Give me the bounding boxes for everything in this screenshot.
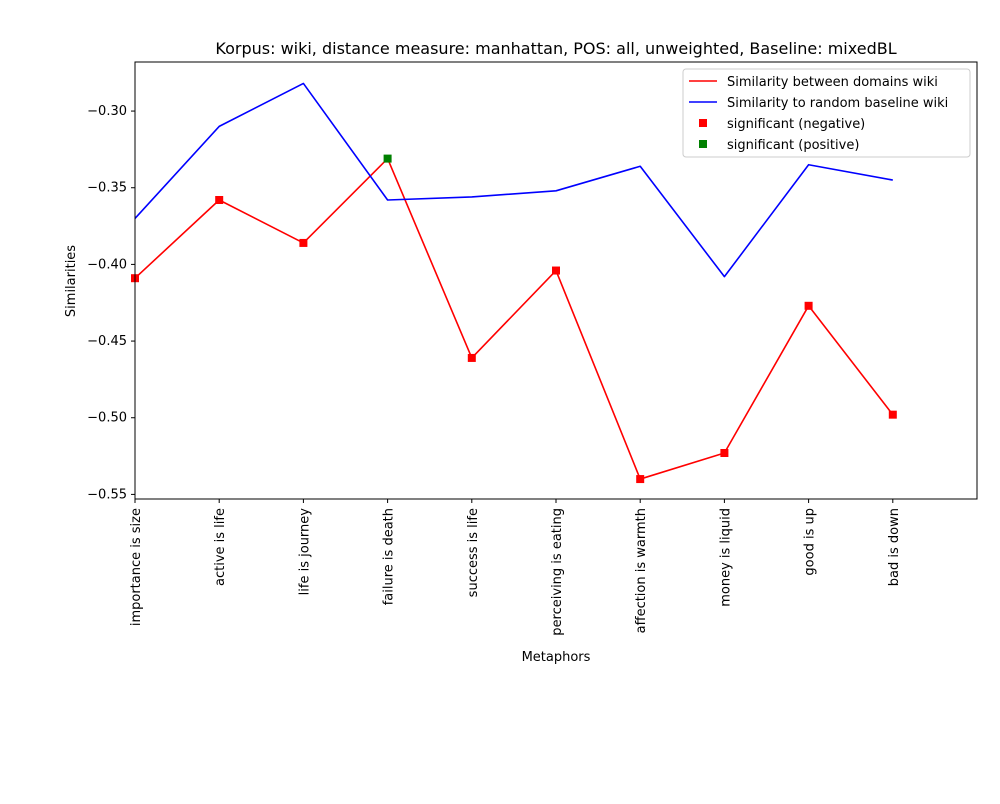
x-tick-label: perceiving is eating <box>550 508 565 636</box>
y-tick-label: −0.40 <box>87 257 127 272</box>
x-tick-label: active is life <box>213 508 228 586</box>
y-tick-label: −0.45 <box>87 334 127 349</box>
series-line-1 <box>134 82 893 278</box>
x-tick-label: importance is size <box>129 508 144 626</box>
x-tick-label: life is journey <box>297 508 312 596</box>
legend-entry-label: Similarity to random baseline wiki <box>727 96 948 111</box>
series-line-0 <box>134 157 894 480</box>
x-tick-label: bad is down <box>887 508 902 586</box>
legend-entry-label: significant (positive) <box>727 138 859 153</box>
data-point-marker <box>636 475 645 484</box>
y-tick-label: −0.30 <box>87 104 127 119</box>
plot-frame <box>134 61 978 500</box>
legend-marker-swatch <box>699 119 707 127</box>
y-tick-label: −0.50 <box>87 411 127 426</box>
legend-box <box>682 68 971 158</box>
legend-entry-label: significant (negative) <box>727 117 865 132</box>
data-point-marker <box>299 238 308 247</box>
x-tick-label: affection is warmth <box>634 508 649 633</box>
data-point-marker <box>552 266 560 275</box>
data-point-marker <box>888 410 897 419</box>
data-point-marker <box>720 449 729 457</box>
legend-marker-swatch <box>699 140 707 148</box>
x-tick-label: success is life <box>466 508 481 597</box>
x-tick-label: money is liquid <box>718 508 733 607</box>
y-tick-label: −0.35 <box>87 181 127 196</box>
x-tick-label: failure is death <box>382 508 397 605</box>
x-tick-label: good is up <box>803 508 818 576</box>
data-point-marker <box>804 301 813 310</box>
chart-title: Korpus: wiki, distance measure: manhatta… <box>215 39 896 58</box>
y-tick-label: −0.55 <box>87 487 127 502</box>
legend-entry-label: Similarity between domains wiki <box>727 75 938 90</box>
data-point-marker <box>215 196 224 204</box>
y-axis-label: Similarities <box>64 245 79 317</box>
data-point-marker <box>383 154 392 163</box>
data-point-marker <box>467 353 476 362</box>
x-axis-label: Metaphors <box>522 650 591 665</box>
